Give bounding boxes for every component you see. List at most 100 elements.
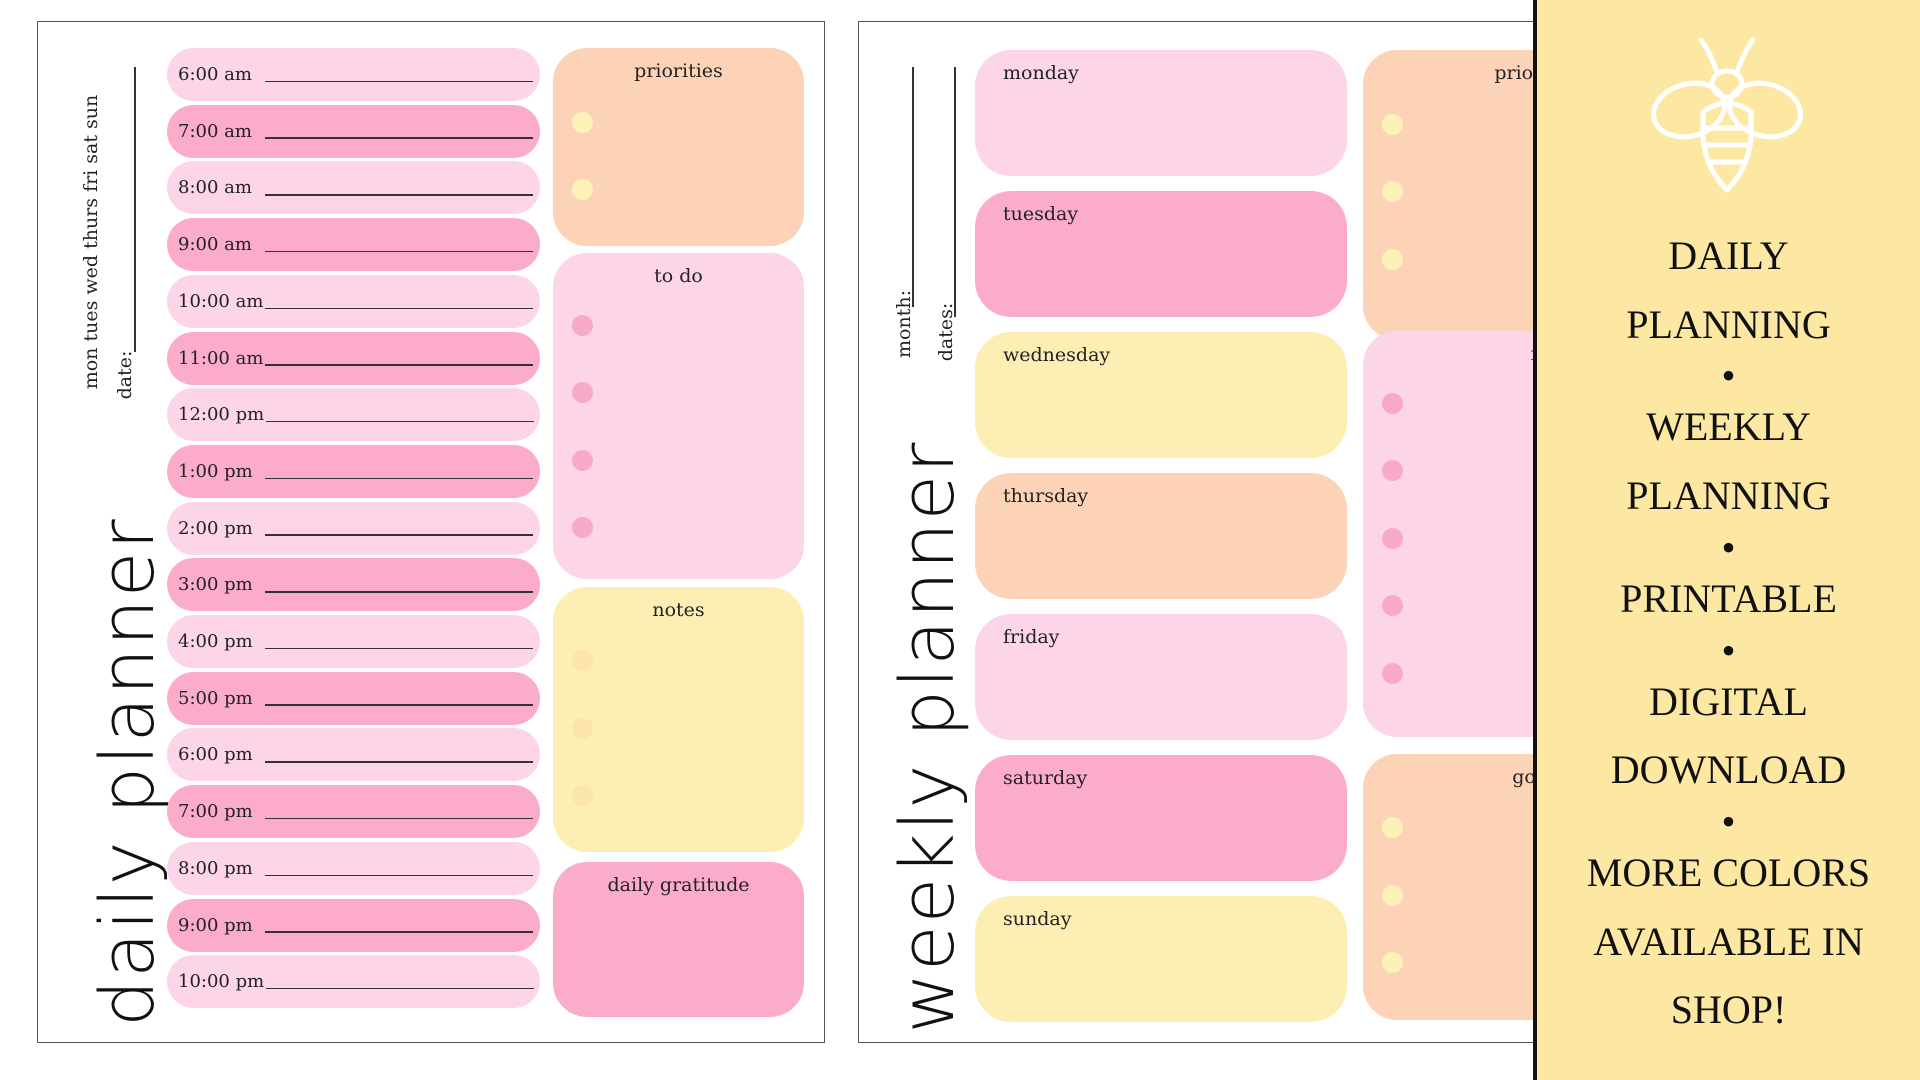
- promo-sidebar: DAILY PLANNING • WEEKLY PLANNING • PRINTABLE • D…: [1533, 0, 1920, 1080]
- time-slot-row: 12:00 pm: [167, 388, 540, 442]
- bullet-separator: •: [1721, 353, 1736, 399]
- daily-gratitude-box: daily gratitude: [553, 862, 804, 1017]
- date-line: [134, 67, 136, 352]
- time-slot-label: 11:00 am: [178, 347, 264, 369]
- bullet-dot: [572, 450, 593, 471]
- bullet-dot: [572, 517, 593, 538]
- write-line: [265, 817, 533, 820]
- promo-line: PRINTABLE: [1620, 575, 1837, 621]
- time-slot-label: 7:00 am: [178, 120, 252, 142]
- time-slot-row: 4:00 pm: [167, 615, 540, 668]
- write-line: [265, 704, 533, 706]
- bullet-dot: [572, 382, 593, 403]
- promo-line: DOWNLOAD: [1610, 747, 1847, 793]
- time-slot-label: 7:00 pm: [178, 801, 253, 823]
- weekday-selector: mon tues wed thurs fri sat sun: [80, 94, 102, 390]
- write-line: [265, 250, 533, 253]
- write-line: [265, 364, 534, 366]
- bullet-dot: [1382, 885, 1403, 906]
- bullet-dot: [1382, 249, 1403, 270]
- promo-line: PLANNING: [1626, 473, 1831, 519]
- time-slot-row: 9:00 pm: [167, 898, 540, 952]
- time-slot-row: 6:00 am: [167, 48, 540, 101]
- time-slot-row: 6:00 pm: [167, 728, 540, 782]
- bullet-dot: [572, 718, 593, 739]
- time-slot-label: 6:00 am: [178, 64, 252, 85]
- time-slot-label: 8:00 pm: [178, 857, 253, 879]
- month-line: [912, 67, 914, 307]
- promo-line: MORE COLORS: [1586, 849, 1871, 895]
- bullet-dot: [1382, 393, 1403, 414]
- time-slot-label: 8:00 am: [178, 177, 252, 199]
- promo-line: DAILY: [1668, 233, 1789, 278]
- write-line: [265, 194, 533, 196]
- bullet-dot: [1382, 817, 1403, 838]
- write-line: [265, 931, 533, 933]
- daily-planner-title: daily planner: [85, 517, 171, 1027]
- bullet-dot: [572, 179, 593, 200]
- time-slot-row: 7:00 am: [167, 104, 540, 158]
- bullet-separator: •: [1721, 798, 1736, 844]
- todo-label: to do: [654, 265, 703, 287]
- bee-icon: [1651, 37, 1803, 193]
- write-line: [265, 307, 534, 310]
- time-slot-row: 2:00 pm: [167, 501, 540, 555]
- day-label: tuesday: [1003, 203, 1079, 225]
- write-line: [266, 987, 535, 990]
- write-line: [265, 647, 533, 650]
- time-slot-label: 10:00 am: [178, 290, 264, 312]
- time-slot-label: 5:00 pm: [178, 687, 253, 709]
- promo-line: SHOP!: [1670, 987, 1787, 1033]
- bullet-dot: [1382, 528, 1403, 549]
- time-slot-row: 8:00 pm: [167, 841, 540, 895]
- bullet-dot: [1382, 595, 1403, 616]
- time-slot-row: 10:00 pm: [167, 955, 540, 1009]
- time-slot-label: 2:00 pm: [178, 517, 253, 539]
- day-box-sunday: sunday: [975, 896, 1347, 1022]
- promo-line: PLANNING: [1626, 301, 1831, 347]
- time-slot-label: 9:00 am: [178, 234, 252, 256]
- day-label: monday: [1003, 62, 1079, 84]
- daily-planner-sheet: daily planner mon tues wed thurs fri sat…: [37, 21, 825, 1043]
- bullet-separator: •: [1721, 627, 1736, 673]
- write-line: [265, 477, 533, 480]
- day-box-friday: friday: [975, 614, 1347, 740]
- day-box-wednesday: wednesday: [975, 332, 1347, 458]
- bullet-dot: [1382, 952, 1403, 973]
- day-box-saturday: saturday: [975, 755, 1347, 881]
- day-label: wednesday: [1003, 344, 1111, 366]
- bullet-dot: [1382, 460, 1403, 481]
- daily-notes-box: notes: [553, 587, 804, 852]
- promo-text: DAILY PLANNING • WEEKLY PLANNING • PRINTABLE • D…: [1537, 222, 1920, 1045]
- time-slot-label: 3:00 pm: [178, 574, 253, 596]
- time-slot-label: 4:00 pm: [178, 631, 253, 652]
- time-slot-label: 12:00 pm: [178, 404, 265, 426]
- write-line: [265, 137, 533, 139]
- bullet-dot: [1382, 114, 1403, 135]
- dates-line: [954, 67, 956, 317]
- promo-line: DIGITAL: [1649, 678, 1808, 724]
- time-slot-label: 6:00 pm: [178, 744, 253, 766]
- time-slot-row: 3:00 pm: [167, 558, 540, 612]
- bullet-dot: [572, 315, 593, 336]
- time-slot-row: 8:00 am: [167, 161, 540, 215]
- time-slot-row: 11:00 am: [167, 331, 540, 385]
- bullet-dot: [1382, 663, 1403, 684]
- day-box-monday: monday: [975, 50, 1347, 176]
- promo-line: WEEKLY: [1646, 404, 1811, 450]
- write-line: [265, 874, 533, 877]
- weekly-planner-sheet: weekly planner month: dates: monday tuesd…: [858, 21, 1578, 1043]
- bullet-separator: •: [1721, 524, 1736, 570]
- bullet-dot: [572, 650, 593, 671]
- time-slot-label: 9:00 pm: [178, 914, 253, 936]
- day-label: sunday: [1003, 908, 1072, 930]
- daily-priorities-label: priorities: [634, 60, 723, 82]
- promo-line: AVAILABLE IN: [1593, 918, 1864, 964]
- bullet-dot: [1382, 181, 1403, 202]
- time-slot-row: 1:00 pm: [167, 444, 540, 498]
- time-slot-row: 10:00 am: [167, 274, 540, 328]
- day-label: saturday: [1003, 767, 1088, 789]
- weekly-planner-title: weekly planner: [885, 440, 971, 1034]
- write-line: [265, 80, 533, 83]
- day-label: friday: [1003, 626, 1060, 648]
